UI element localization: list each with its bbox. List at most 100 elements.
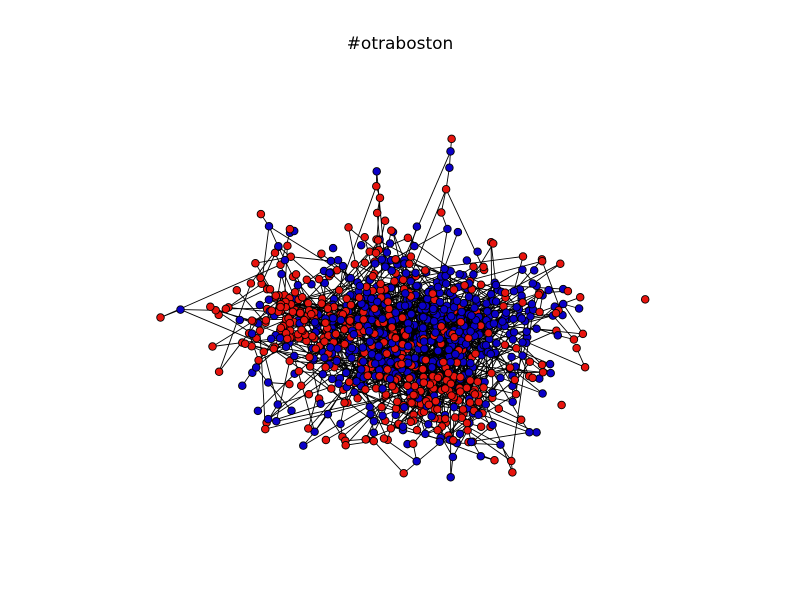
graph-node-red <box>304 298 313 308</box>
graph-node-red <box>375 371 384 381</box>
graph-edge <box>562 303 584 335</box>
graph-node-blue <box>406 309 416 319</box>
graph-node-red <box>537 360 547 370</box>
graph-node-red <box>259 347 269 356</box>
graph-node-blue <box>496 440 505 449</box>
graph-node-blue <box>444 345 454 354</box>
graph-node-red <box>298 292 307 302</box>
graph-node-red <box>505 363 515 372</box>
graph-node-blue <box>381 262 390 271</box>
graph-node-blue <box>273 400 283 409</box>
graph-node-red <box>476 422 486 431</box>
graph-node-red <box>269 344 279 354</box>
graph-node-blue <box>545 359 555 369</box>
graph-node-blue <box>464 368 474 377</box>
graph-node-red <box>518 252 528 261</box>
graph-node-blue <box>439 305 449 314</box>
graph-node-blue <box>364 326 374 336</box>
graph-node-blue <box>370 259 380 268</box>
graph-node-blue <box>462 256 472 265</box>
graph-node-blue <box>488 420 497 430</box>
graph-node-red <box>379 434 389 443</box>
graph-node-red <box>321 318 330 328</box>
graph-node-red <box>372 208 382 218</box>
graph-edge <box>373 440 405 474</box>
graph-node-red <box>323 304 333 313</box>
graph-node-red <box>361 385 370 394</box>
graph-node-blue <box>264 222 274 231</box>
graph-node-blue <box>466 327 475 336</box>
graph-node-blue <box>281 342 291 352</box>
graph-node-blue <box>328 243 338 253</box>
graph-node-blue <box>509 314 518 324</box>
graph-node-blue <box>411 268 420 278</box>
graph-node-blue <box>518 338 527 347</box>
graph-node-red <box>156 313 165 322</box>
graph-node-red <box>300 315 309 325</box>
graph-node-blue <box>391 308 400 317</box>
graph-edge <box>228 288 268 308</box>
graph-node-red <box>510 375 520 385</box>
graph-node-blue <box>386 358 395 367</box>
graph-node-red <box>311 344 320 353</box>
graph-node-blue <box>492 339 501 348</box>
graph-node-blue <box>433 282 443 292</box>
graph-node-red <box>383 365 392 374</box>
graph-node-blue <box>445 163 454 172</box>
graph-title: #otraboston <box>346 34 454 54</box>
graph-node-red <box>469 262 478 272</box>
graph-node-blue <box>235 315 245 325</box>
graph-node-blue <box>421 429 430 439</box>
graph-node-blue <box>293 280 303 290</box>
graph-node-red <box>276 302 285 312</box>
graph-node-red <box>254 355 263 365</box>
graph-edge <box>327 413 343 438</box>
graph-node-blue <box>412 222 422 231</box>
graph-node-blue <box>469 270 478 279</box>
graph-node-red <box>345 316 355 325</box>
graph-node-red <box>449 285 459 294</box>
graph-node-red <box>433 425 442 435</box>
graph-node-blue <box>398 422 408 431</box>
graph-node-red <box>460 281 469 290</box>
graph-node-blue <box>467 437 476 447</box>
graph-edge <box>514 342 527 381</box>
graph-node-blue <box>457 307 466 317</box>
graph-node-blue <box>358 343 368 352</box>
graph-node-red <box>390 276 399 286</box>
graph-node-blue <box>431 328 440 337</box>
graph-node-red <box>304 390 314 399</box>
graph-node-blue <box>255 300 265 310</box>
graph-edge <box>218 283 252 372</box>
graph-node-blue <box>401 289 410 298</box>
graph-node-red <box>304 424 313 433</box>
graph-node-red <box>334 285 344 295</box>
graph-node-blue <box>491 297 501 306</box>
graph-node-red <box>256 209 266 219</box>
graph-node-blue <box>274 242 283 251</box>
graph-node-blue <box>433 346 443 356</box>
graph-node-blue <box>326 256 336 266</box>
graph-node-blue <box>400 301 410 311</box>
graph-node-red <box>397 359 406 369</box>
graph-node-blue <box>429 316 439 326</box>
graph-node-blue <box>238 381 247 390</box>
graph-node-red <box>206 302 215 312</box>
graph-node-blue <box>253 406 263 416</box>
graph-node-red <box>256 273 265 283</box>
graph-node-blue <box>385 374 395 384</box>
graph-node-red <box>307 309 316 319</box>
graph-node-red <box>214 367 224 377</box>
graph-edge <box>325 413 371 441</box>
graph-node-blue <box>370 359 380 368</box>
graph-edge <box>376 239 473 290</box>
graph-node-blue <box>518 351 527 360</box>
graph-node-red <box>462 383 472 393</box>
graph-node-red <box>449 435 458 445</box>
graph-node-blue <box>277 269 286 279</box>
graph-node-red <box>494 404 504 413</box>
graph-node-red <box>471 349 480 359</box>
graph-node-red <box>294 366 304 376</box>
graph-node-blue <box>382 248 392 257</box>
